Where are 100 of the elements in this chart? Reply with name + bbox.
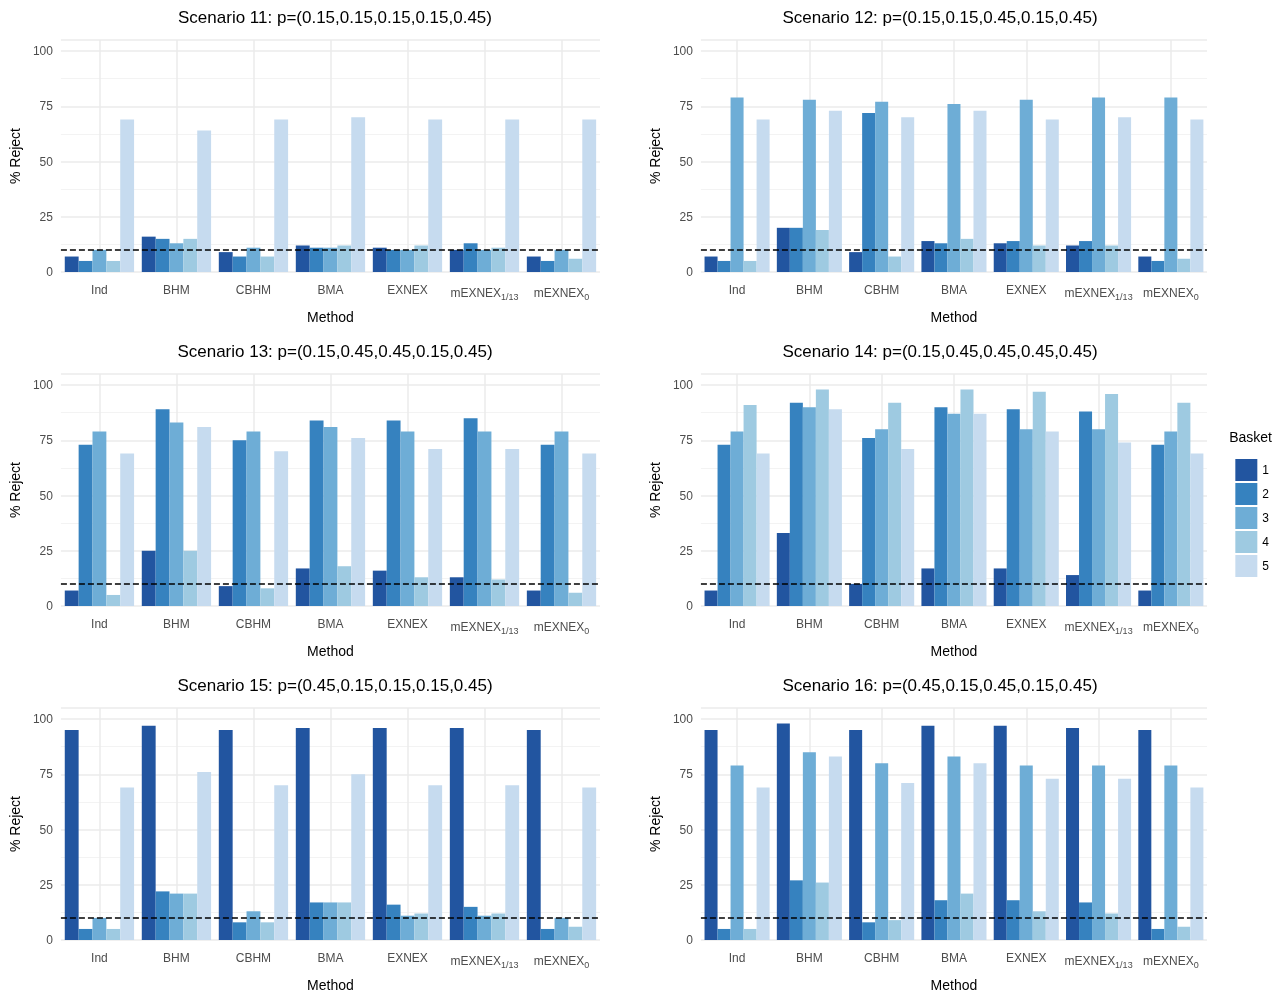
bar bbox=[756, 453, 770, 606]
y-axis-title: % Reject bbox=[647, 795, 663, 853]
y-tick-label: 100 bbox=[32, 712, 54, 727]
bar bbox=[309, 247, 324, 272]
bar bbox=[776, 227, 790, 272]
bar bbox=[1032, 391, 1046, 606]
bar bbox=[582, 119, 597, 272]
chart-title: Scenario 15: p=(0.45,0.15,0.15,0.15,0.45) bbox=[177, 676, 493, 695]
bar bbox=[1006, 900, 1020, 940]
x-tick-label: BMA bbox=[940, 283, 967, 297]
bar bbox=[295, 727, 310, 940]
bar bbox=[218, 586, 233, 606]
bar bbox=[526, 590, 541, 606]
bar bbox=[960, 389, 974, 606]
bar bbox=[756, 119, 770, 272]
bar bbox=[1138, 590, 1152, 606]
bar bbox=[1177, 926, 1191, 940]
y-tick-label: 100 bbox=[672, 44, 694, 59]
x-tick-label: CBHM bbox=[863, 951, 900, 965]
chart-title: Scenario 11: p=(0.15,0.15,0.15,0.15,0.45) bbox=[178, 8, 492, 27]
bar bbox=[232, 922, 247, 940]
bar bbox=[875, 101, 889, 272]
bar bbox=[993, 568, 1007, 606]
bar bbox=[428, 449, 443, 606]
bar bbox=[505, 449, 520, 606]
bar bbox=[477, 431, 492, 606]
bar bbox=[1019, 765, 1033, 940]
bar bbox=[1032, 911, 1046, 940]
y-tick-label: 75 bbox=[39, 433, 54, 448]
bar bbox=[141, 236, 156, 272]
bar bbox=[934, 900, 948, 940]
bar bbox=[1118, 778, 1132, 940]
y-tick-label: 50 bbox=[679, 488, 694, 503]
bar bbox=[960, 893, 974, 940]
bar bbox=[921, 241, 935, 272]
bar bbox=[386, 420, 401, 606]
chart-title: Scenario 12: p=(0.15,0.15,0.45,0.15,0.45) bbox=[782, 8, 1098, 27]
bar bbox=[717, 444, 731, 606]
y-tick-label: 25 bbox=[39, 877, 54, 892]
bar bbox=[337, 245, 352, 272]
x-tick-label: Ind bbox=[91, 617, 108, 631]
bar bbox=[1105, 245, 1119, 272]
bar bbox=[155, 891, 170, 940]
bar bbox=[351, 438, 366, 606]
bar bbox=[274, 451, 289, 606]
x-axis-title: Method bbox=[307, 309, 354, 325]
y-axis-title: % Reject bbox=[647, 127, 663, 185]
bar bbox=[802, 407, 816, 606]
bar bbox=[183, 238, 198, 272]
bar bbox=[414, 913, 429, 940]
y-tick-label: 25 bbox=[39, 209, 54, 224]
bar bbox=[1164, 431, 1178, 606]
bar bbox=[1105, 913, 1119, 940]
bar bbox=[730, 97, 744, 272]
bar bbox=[372, 727, 387, 940]
bar bbox=[260, 588, 275, 606]
bar bbox=[862, 438, 876, 606]
bar bbox=[717, 928, 731, 940]
bar bbox=[197, 130, 212, 272]
legend-label: 5 bbox=[1262, 559, 1270, 573]
bar bbox=[1177, 402, 1191, 606]
y-tick-label: 75 bbox=[39, 99, 54, 114]
bar bbox=[463, 906, 478, 940]
bar bbox=[78, 928, 93, 940]
bar bbox=[477, 249, 492, 272]
bar bbox=[463, 418, 478, 606]
x-axis-title: Method bbox=[930, 977, 978, 993]
bar bbox=[960, 238, 974, 272]
y-tick-label: 100 bbox=[672, 378, 694, 393]
bar bbox=[428, 119, 443, 272]
bar bbox=[1079, 902, 1093, 940]
bar bbox=[704, 590, 718, 606]
bar bbox=[1118, 442, 1132, 606]
x-tick-label: BHM bbox=[796, 283, 823, 297]
y-tick-label: 75 bbox=[39, 767, 54, 782]
y-tick-label: 50 bbox=[39, 488, 54, 503]
bar bbox=[1092, 765, 1106, 940]
bar bbox=[1066, 245, 1080, 272]
y-tick-label: 25 bbox=[679, 877, 694, 892]
x-tick-label: CBHM bbox=[235, 283, 272, 297]
bar bbox=[743, 260, 757, 272]
bar bbox=[351, 774, 366, 940]
y-tick-label: 0 bbox=[686, 933, 694, 947]
bar bbox=[554, 917, 569, 940]
bar bbox=[789, 402, 803, 606]
bar bbox=[1079, 241, 1093, 272]
bar bbox=[400, 249, 415, 272]
bar bbox=[351, 117, 366, 272]
x-tick-label: EXNEX bbox=[1005, 617, 1047, 631]
bar bbox=[849, 583, 863, 606]
bar bbox=[1164, 97, 1178, 272]
bar bbox=[295, 245, 310, 272]
bar bbox=[802, 99, 816, 272]
bar bbox=[141, 550, 156, 606]
bar bbox=[1066, 575, 1080, 606]
bar bbox=[1118, 117, 1132, 272]
bar bbox=[888, 402, 902, 606]
legend-label: 4 bbox=[1262, 535, 1270, 549]
x-tick-label: EXNEX bbox=[1005, 283, 1047, 297]
bar bbox=[1092, 97, 1106, 272]
